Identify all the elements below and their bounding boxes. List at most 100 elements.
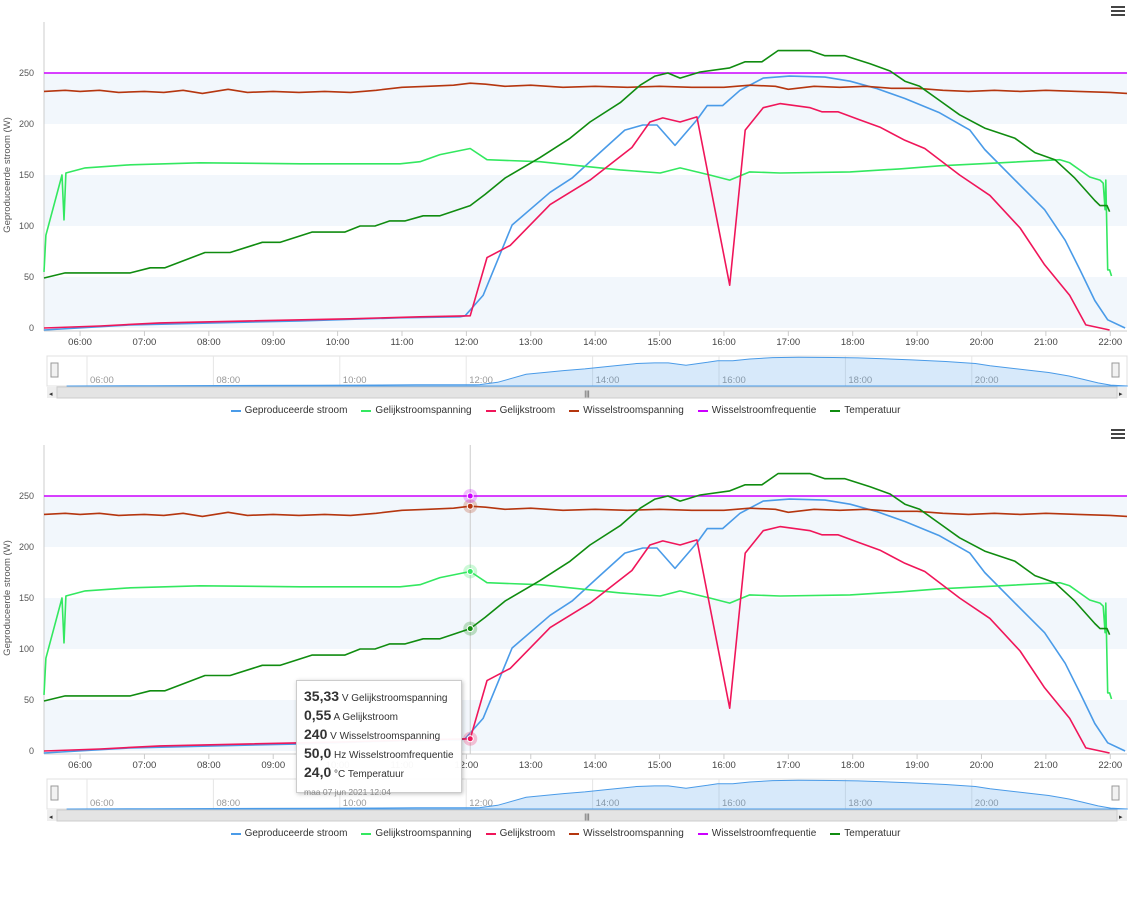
y-tick-label: 0 xyxy=(29,323,34,333)
scrollbar-right-arrow[interactable]: ▸ xyxy=(1119,814,1123,821)
navigator-tick-label: 06:00 xyxy=(90,375,114,386)
x-tick-label: 14:00 xyxy=(583,760,607,771)
y-tick-label: 250 xyxy=(19,491,34,501)
tooltip-series-name: Gelijkstroomspanning xyxy=(351,693,448,704)
hover-marker xyxy=(466,502,474,510)
plot-band xyxy=(44,277,1127,328)
scrollbar-grip-icon[interactable]: ||| xyxy=(584,814,590,821)
navigator-tick-label: 18:00 xyxy=(848,798,872,809)
x-tick-label: 12:00 xyxy=(454,337,478,348)
legend-item[interactable]: Temperatuur xyxy=(830,828,900,839)
navigator-background xyxy=(46,778,1128,810)
legend-label: Wisselstroomspanning xyxy=(583,405,684,416)
legend-label: Gelijkstroom xyxy=(499,405,556,416)
legend-label: Gelijkstroomspanning xyxy=(375,828,472,839)
series-line-geproduceerde-stroom[interactable] xyxy=(43,75,1126,331)
scrollbar-thumb[interactable] xyxy=(56,809,1118,822)
legend-item[interactable]: Gelijkstroomspanning xyxy=(361,405,472,416)
legend-swatch xyxy=(830,409,841,412)
y-tick-label: 50 xyxy=(24,695,34,705)
navigator-series-area xyxy=(66,779,1128,810)
series-line-wisselstroomspanning[interactable] xyxy=(43,82,1128,95)
legend-item[interactable]: Gelijkstroom xyxy=(485,828,555,839)
y-axis-title: Geproduceerde stroom (W) xyxy=(2,117,13,233)
x-tick-label: 15:00 xyxy=(648,760,672,771)
chart-bottom: 0 50 100 150 200 250 Geproduceerde stroom (W) 0… xyxy=(0,423,1131,846)
navigator-handle-left[interactable] xyxy=(50,785,59,801)
y-tick-label: 100 xyxy=(19,221,34,231)
x-tick-label: 21:00 xyxy=(1034,337,1058,348)
tooltip-row: 240 V Wisselstroomspanning xyxy=(304,726,461,745)
legend-item[interactable]: Wisselstroomfrequentie xyxy=(697,405,816,416)
tooltip-row: 35,33 V Gelijkstroomspanning xyxy=(304,688,461,707)
series-line-gelijkstroom[interactable] xyxy=(43,102,1110,331)
tooltip-unit: V xyxy=(330,731,337,742)
x-tick-label: 06:00 xyxy=(68,760,92,771)
navigator-handle-right[interactable] xyxy=(1111,362,1120,378)
legend-swatch xyxy=(569,409,580,412)
plot-band xyxy=(44,496,1127,547)
navigator-tick-label: 10:00 xyxy=(343,798,367,809)
scrollbar-grip-icon[interactable]: ||| xyxy=(584,391,590,398)
x-tick-label: 14:00 xyxy=(583,337,607,348)
legend-item[interactable]: Geproduceerde stroom xyxy=(230,828,348,839)
x-tick-label: 07:00 xyxy=(133,337,157,348)
tooltip-series-name: Gelijkstroom xyxy=(342,712,398,723)
y-tick-label: 200 xyxy=(19,119,34,129)
legend-label: Geproduceerde stroom xyxy=(244,828,348,839)
hamburger-menu-icon[interactable] xyxy=(1111,4,1125,18)
navigator-tick-label: 18:00 xyxy=(848,375,872,386)
legend: Geproduceerde stroom Gelijkstroomspanning… xyxy=(0,405,1131,416)
series-line-temperatuur[interactable] xyxy=(43,49,1111,279)
series-line-gelijkstroomspanning[interactable] xyxy=(43,147,1113,277)
navigator-tick-label: 12:00 xyxy=(469,375,493,386)
tooltip-value: 0,55 xyxy=(304,707,332,723)
scrollbar-left-arrow[interactable]: ◂ xyxy=(49,391,53,398)
chart-svg: 0 50 100 150 200 250 Geproduceerde stroom (W) 0… xyxy=(2,22,1128,399)
navigator-series-area xyxy=(66,356,1128,387)
tooltip-unit: °C xyxy=(334,769,346,780)
x-tick-label: 18:00 xyxy=(841,337,865,348)
legend-label: Geproduceerde stroom xyxy=(244,405,348,416)
hover-marker xyxy=(466,735,474,743)
x-tick-label: 11:00 xyxy=(390,337,413,348)
navigator-handle-right[interactable] xyxy=(1111,785,1120,801)
y-tick-label: 150 xyxy=(19,170,34,180)
tooltip-row: 50,0 Hz Wisselstroomfrequentie xyxy=(304,745,461,764)
x-tick-label: 16:00 xyxy=(712,760,736,771)
scrollbar-thumb[interactable] xyxy=(56,386,1118,399)
legend-item[interactable]: Wisselstroomfrequentie xyxy=(697,828,816,839)
x-tick-label: 09:00 xyxy=(261,760,285,771)
hover-marker xyxy=(466,492,474,500)
series-line-wisselstroomspanning[interactable] xyxy=(43,505,1128,518)
legend-item[interactable]: Wisselstroomspanning xyxy=(569,828,684,839)
tooltip-date: maa 07 jun 2021 12:04 xyxy=(304,787,391,797)
navigator-handle-left[interactable] xyxy=(50,362,59,378)
navigator-tick-label: 16:00 xyxy=(722,375,746,386)
legend-item[interactable]: Gelijkstroomspanning xyxy=(361,828,472,839)
legend-item[interactable]: Temperatuur xyxy=(830,405,900,416)
legend-swatch xyxy=(569,832,580,835)
legend-swatch xyxy=(697,832,708,835)
scrollbar-left-arrow[interactable]: ◂ xyxy=(49,814,53,821)
tooltip-series-name: Wisselstroomfrequentie xyxy=(349,750,454,761)
scrollbar-right-arrow[interactable]: ▸ xyxy=(1119,391,1123,398)
x-tick-label: 15:00 xyxy=(648,337,672,348)
series-line-gelijkstroomspanning[interactable] xyxy=(43,570,1113,700)
y-tick-label: 0 xyxy=(29,746,34,756)
tooltip-series-name: Temperatuur xyxy=(347,769,405,780)
legend-item[interactable]: Wisselstroomspanning xyxy=(569,405,684,416)
x-tick-label: 18:00 xyxy=(841,760,865,771)
y-tick-label: 200 xyxy=(19,542,34,552)
series-line-geproduceerde-stroom[interactable] xyxy=(43,498,1126,754)
legend-item[interactable]: Geproduceerde stroom xyxy=(230,405,348,416)
tooltip-row: 0,55 A Gelijkstroom xyxy=(304,707,461,726)
hamburger-menu-icon[interactable] xyxy=(1111,427,1125,441)
legend-swatch xyxy=(230,832,241,835)
x-tick-label: 17:00 xyxy=(776,760,800,771)
x-tick-label: 19:00 xyxy=(905,337,929,348)
x-tick-label: 19:00 xyxy=(905,760,929,771)
legend-item[interactable]: Gelijkstroom xyxy=(485,405,556,416)
y-axis-title: Geproduceerde stroom (W) xyxy=(2,540,13,656)
series-line-temperatuur[interactable] xyxy=(43,472,1111,702)
